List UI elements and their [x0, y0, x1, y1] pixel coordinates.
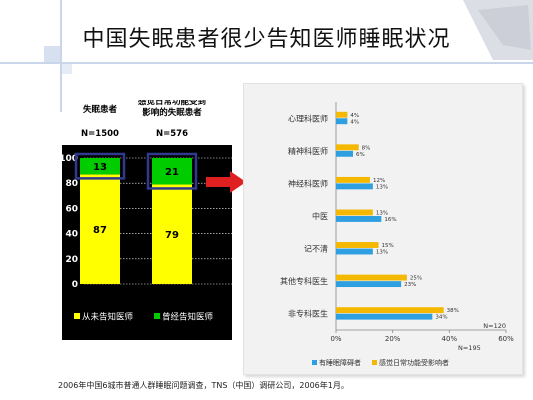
bar-value-label: 13% [376, 250, 388, 256]
decorative-square [62, 64, 72, 74]
bar [336, 274, 407, 281]
category-label: 其他专科医生 [280, 276, 328, 286]
bar-value-label: 13% [376, 184, 388, 190]
group-n-label: N=576 [156, 129, 188, 139]
bar-segment [152, 158, 192, 185]
bar-value-label: 16% [384, 217, 396, 223]
group-header: 感觉日常功能受到影响的失眠患者 [138, 100, 206, 118]
x-tick-label: 40% [442, 335, 458, 343]
y-tick-label: 0 [72, 280, 78, 290]
arrow-icon [206, 171, 246, 193]
bar-value-label: 23% [404, 282, 416, 288]
category-label: 神经科医师 [288, 178, 328, 188]
bar-value-label: 6% [356, 152, 365, 158]
legend-label: 有睡眠障碍者 [319, 358, 361, 367]
horizontal-bar-chart: 0% 20% 40% 60% 心理科医师 4%4%精神科医师 8%6%神经科医师 12%13… [243, 83, 523, 375]
legend-swatch [372, 360, 377, 365]
bar [336, 176, 370, 183]
bar-segment [80, 158, 120, 175]
bar-value-label: 21 [165, 167, 179, 178]
decorative-line-horizontal [0, 62, 533, 64]
bar [336, 111, 348, 118]
legend-label: 从未告知医师 [82, 312, 134, 323]
corner-watermark-graphic [463, 0, 533, 60]
legend-swatch [74, 313, 80, 319]
bar [336, 281, 402, 288]
bar-segment [80, 174, 120, 284]
bar-value-label: 13 [93, 162, 107, 173]
bar-value-label: 34% [435, 315, 447, 321]
y-tick-label: 100 [62, 154, 78, 164]
highlight-box [146, 152, 198, 190]
legend-label: 曾经告知医师 [162, 312, 214, 323]
bar-value-label: 15% [382, 243, 394, 249]
stacked-bar-chart: 失眠患者 N=1500 感觉日常功能受到影响的失眠患者 N=576 0 20 40 6… [62, 100, 232, 340]
decorative-line-vertical [60, 0, 62, 112]
legend-swatch [312, 360, 317, 365]
x-tick-label: 20% [385, 335, 401, 343]
bar [336, 209, 373, 216]
page-title: 中国失眠患者很少告知医师睡眠状况 [82, 27, 451, 52]
bar [336, 313, 433, 320]
bar [336, 144, 359, 151]
bar-value-label: 79 [165, 230, 179, 241]
legend-label: 感觉日常功能受影响者 [379, 358, 449, 367]
group-n-label: N=1500 [81, 129, 119, 139]
y-tick-label: 20 [65, 255, 78, 265]
n-label: N=120 [483, 322, 506, 330]
bar-value-label: 13% [376, 211, 388, 217]
x-tick-label: 60% [498, 335, 514, 343]
bar [336, 248, 373, 255]
bar [336, 183, 373, 190]
y-tick-label: 80 [65, 179, 78, 189]
y-tick-label: 60 [65, 204, 78, 214]
bar-value-label: 4% [350, 119, 359, 125]
bar-value-label: 4% [350, 113, 359, 119]
category-label: 心理科医师 [288, 113, 328, 123]
legend-swatch [154, 313, 160, 319]
bar [336, 118, 348, 125]
bar-value-label: 87 [93, 225, 107, 236]
group-header-line: 影响的失眠患者 [142, 107, 202, 118]
category-label: 中医 [312, 211, 328, 221]
bar [336, 307, 444, 314]
bar-value-label: 12% [373, 178, 385, 184]
category-label: 精神科医师 [288, 146, 328, 156]
category-label: 非专科医生 [288, 309, 328, 319]
group-header-line: 感觉日常功能受到 [138, 100, 206, 107]
bar-value-label: 8% [362, 145, 371, 151]
category-label: 记不清 [304, 244, 328, 254]
bar [336, 242, 379, 248]
bar-value-label: 25% [410, 276, 422, 282]
source-note: 2006年中国6城市普通人群睡眠问题调查，TNS（中国）调研公司，2006年1月… [58, 381, 349, 390]
bar-value-label: 38% [447, 308, 459, 314]
bar-segment [152, 184, 192, 284]
bar [336, 216, 382, 222]
x-tick-label: 0% [330, 335, 341, 343]
y-tick-label: 40 [65, 230, 78, 240]
n-label: N=195 [458, 344, 481, 352]
decorative-square [44, 46, 60, 62]
group-header: 失眠患者 [83, 104, 118, 115]
bar [336, 150, 353, 157]
highlight-box [74, 152, 126, 180]
